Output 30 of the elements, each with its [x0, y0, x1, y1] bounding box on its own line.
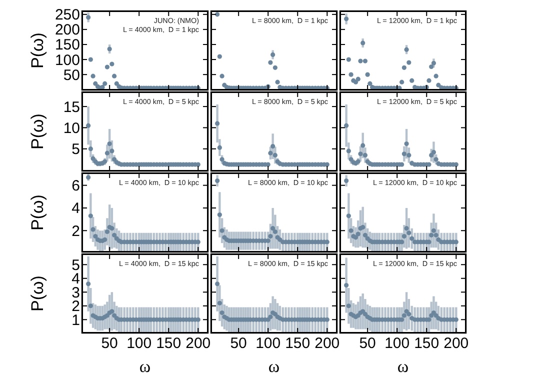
- x-tick-label: 200: [444, 335, 469, 352]
- y-axis-title: P(ω): [28, 114, 47, 150]
- x-axis-title: ω: [139, 357, 151, 376]
- y-axis-title: P(ω): [28, 32, 47, 68]
- y-tick-label: 100: [54, 52, 80, 69]
- x-tick-label: 50: [230, 335, 247, 352]
- y-tick-label: 15: [63, 98, 80, 116]
- y-tick-label: 2: [72, 222, 80, 240]
- x-tick-label: 50: [101, 335, 118, 352]
- y-tick-label: 150: [54, 36, 80, 54]
- x-tick-label: 100: [384, 335, 410, 352]
- x-tick-label: 200: [186, 335, 211, 352]
- x-tick-label: 150: [414, 335, 440, 352]
- x-tick-label: 200: [314, 335, 340, 352]
- y-tick-label: 4: [72, 200, 80, 218]
- x-tick-label: 50: [359, 335, 376, 352]
- y-axis-title: P(ω): [28, 194, 47, 230]
- y-tick-label: 5: [72, 141, 80, 158]
- x-axis-title: ω: [397, 357, 409, 376]
- x-tick-label: 100: [126, 335, 152, 352]
- y-tick-label: 250: [54, 6, 80, 24]
- y-tick-label: 200: [54, 22, 80, 39]
- y-tick-label: 6: [72, 178, 80, 195]
- x-tick-label: 100: [256, 335, 281, 352]
- y-tick-label: 10: [63, 120, 80, 137]
- x-tick-label: 150: [285, 335, 310, 352]
- x-axis-title: ω: [268, 357, 280, 376]
- x-tick-label: 150: [156, 335, 182, 352]
- y-axis-title: P(ω): [28, 276, 47, 312]
- y-tick-label: 50: [63, 66, 80, 84]
